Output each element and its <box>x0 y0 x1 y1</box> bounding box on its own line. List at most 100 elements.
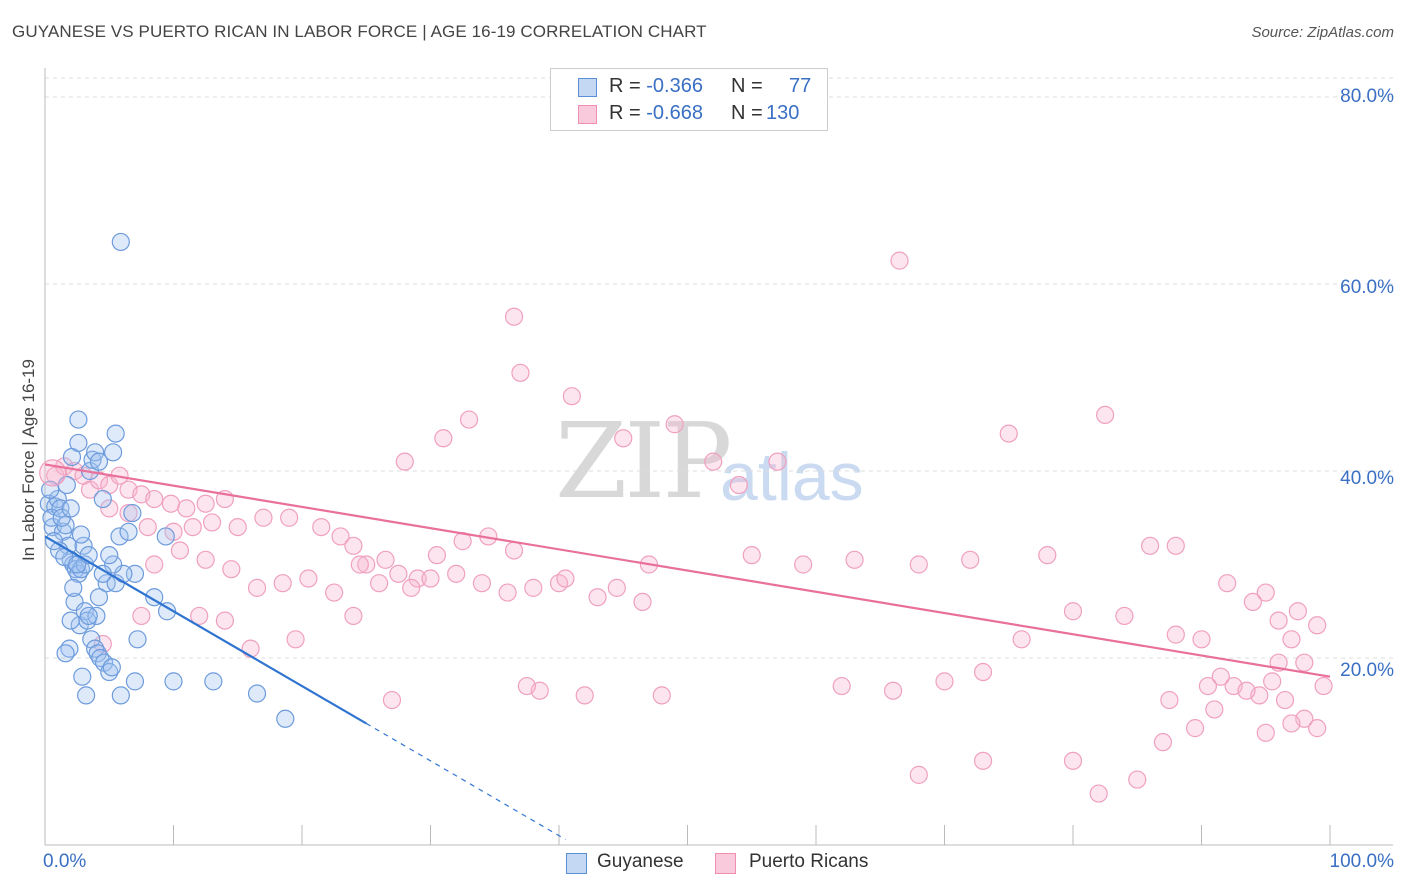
puerto-rican-point <box>607 578 626 597</box>
puerto-rican-point <box>1308 616 1327 635</box>
puerto-rican-point <box>382 690 402 710</box>
legend-r: R = -0.366 <box>609 75 703 97</box>
chart-source: Source: ZipAtlas.com <box>1251 24 1394 41</box>
puerto-rican-point <box>325 583 344 602</box>
watermark-zip: ZIP <box>555 400 732 522</box>
puerto-rican-point <box>511 363 530 382</box>
puerto-rican-point <box>1063 602 1083 621</box>
guyanese-point <box>69 433 88 453</box>
guyanese-point <box>64 578 83 597</box>
puerto-rican-point <box>190 606 209 626</box>
y-tick-label: 80.0% <box>1340 86 1394 107</box>
puerto-rican-point <box>331 527 350 546</box>
legend-r: R = -0.668 <box>609 102 703 124</box>
puerto-rican-point <box>1115 606 1134 626</box>
puerto-rican-point <box>472 574 491 593</box>
puerto-rican-point <box>633 592 652 612</box>
puerto-rican-point <box>1256 583 1275 602</box>
puerto-rican-point <box>652 686 671 705</box>
puerto-rican-point <box>222 560 241 579</box>
guyanese-point <box>74 536 93 555</box>
puerto-rican-point <box>665 415 684 434</box>
guyanese-point <box>247 684 267 703</box>
guyanese-point <box>156 527 175 546</box>
puerto-rican-point <box>280 508 299 527</box>
chart-title: GUYANESE VS PUERTO RICAN IN LABOR FORCE … <box>12 22 707 41</box>
puerto-rican-point <box>344 606 363 626</box>
puerto-rican-point <box>1237 681 1256 700</box>
guyanese-point <box>123 503 142 523</box>
guyanese-point <box>83 450 102 469</box>
puerto-rican-point <box>498 583 517 602</box>
puerto-rican-point <box>273 574 292 593</box>
puerto-rican-point <box>389 564 408 583</box>
puerto-rican-point <box>395 452 414 471</box>
legend-swatch-blue <box>566 853 587 874</box>
puerto-rican-point <box>504 541 524 560</box>
guyanese-point <box>111 686 130 705</box>
guyanese-point <box>87 606 106 626</box>
puerto-rican-point <box>1308 719 1327 738</box>
puerto-rican-point <box>1160 690 1179 710</box>
puerto-rican-point <box>1243 592 1263 612</box>
puerto-rican-point <box>973 751 993 770</box>
puerto-rican-point <box>1256 723 1275 742</box>
puerto-rican-point <box>177 499 196 518</box>
puerto-rican-point <box>215 611 234 630</box>
puerto-rican-point <box>312 517 331 537</box>
legend-swatch-pink <box>715 853 736 874</box>
guyanese-point <box>104 555 123 574</box>
y-tick-label: 60.0% <box>1340 277 1394 298</box>
puerto-rican-point <box>504 307 524 326</box>
puerto-rican-point <box>909 765 928 784</box>
legend-row-guyanese: R = -0.366 N = 77 <box>551 74 827 100</box>
puerto-rican-point <box>1314 676 1333 696</box>
puerto-rican-point <box>196 550 215 569</box>
puerto-rican-point <box>350 555 369 574</box>
puerto-rican-point <box>1211 667 1230 686</box>
puerto-rican-point <box>832 676 851 696</box>
puerto-rican-point <box>742 546 761 565</box>
puerto-rican-point <box>247 578 267 597</box>
puerto-rican-point <box>704 452 723 471</box>
puerto-rican-point <box>370 574 389 593</box>
puerto-rican-point <box>228 517 247 537</box>
puerto-rican-point <box>145 555 164 574</box>
puerto-rican-point <box>1269 611 1288 630</box>
puerto-rican-point <box>434 429 453 448</box>
puerto-rican-point <box>1218 574 1237 593</box>
guyanese-point <box>102 658 121 677</box>
puerto-rican-point <box>408 569 427 588</box>
y-tick-label: 20.0% <box>1340 660 1394 681</box>
puerto-rican-point <box>890 251 909 270</box>
puerto-rican-point <box>1288 602 1307 621</box>
puerto-rican-point <box>447 564 466 583</box>
puerto-rican-point <box>286 630 305 649</box>
legend-n-value: 77 <box>789 75 812 97</box>
x-tick-label: 0.0% <box>43 851 87 872</box>
puerto-rican-point <box>517 676 536 696</box>
guyanese-point <box>89 588 109 607</box>
puerto-rican-point <box>575 686 594 705</box>
puerto-rican-point <box>402 578 421 597</box>
legend-label: Guyanese <box>597 851 684 872</box>
puerto-rican-point <box>1282 714 1301 733</box>
puerto-rican-point <box>961 550 980 569</box>
puerto-rican-point <box>1275 690 1295 710</box>
puerto-rican-point <box>1166 536 1185 555</box>
guyanese-point <box>61 499 80 518</box>
puerto-rican-point <box>1063 751 1083 770</box>
puerto-rican-point <box>562 387 581 406</box>
puerto-rican-point <box>1089 784 1108 803</box>
guyanese-point <box>93 489 112 509</box>
puerto-rican-point <box>132 606 151 626</box>
correlation-legend: R = -0.366 N = 77 R = -0.668 N = 130 <box>550 68 828 131</box>
puerto-rican-point <box>1153 733 1173 752</box>
puerto-rican-point <box>145 489 164 509</box>
puerto-rican-point <box>170 541 190 560</box>
puerto-rican-point <box>794 555 813 574</box>
puerto-rican-point <box>845 550 864 569</box>
puerto-rican-point <box>100 499 119 518</box>
puerto-rican-point <box>1185 719 1205 738</box>
